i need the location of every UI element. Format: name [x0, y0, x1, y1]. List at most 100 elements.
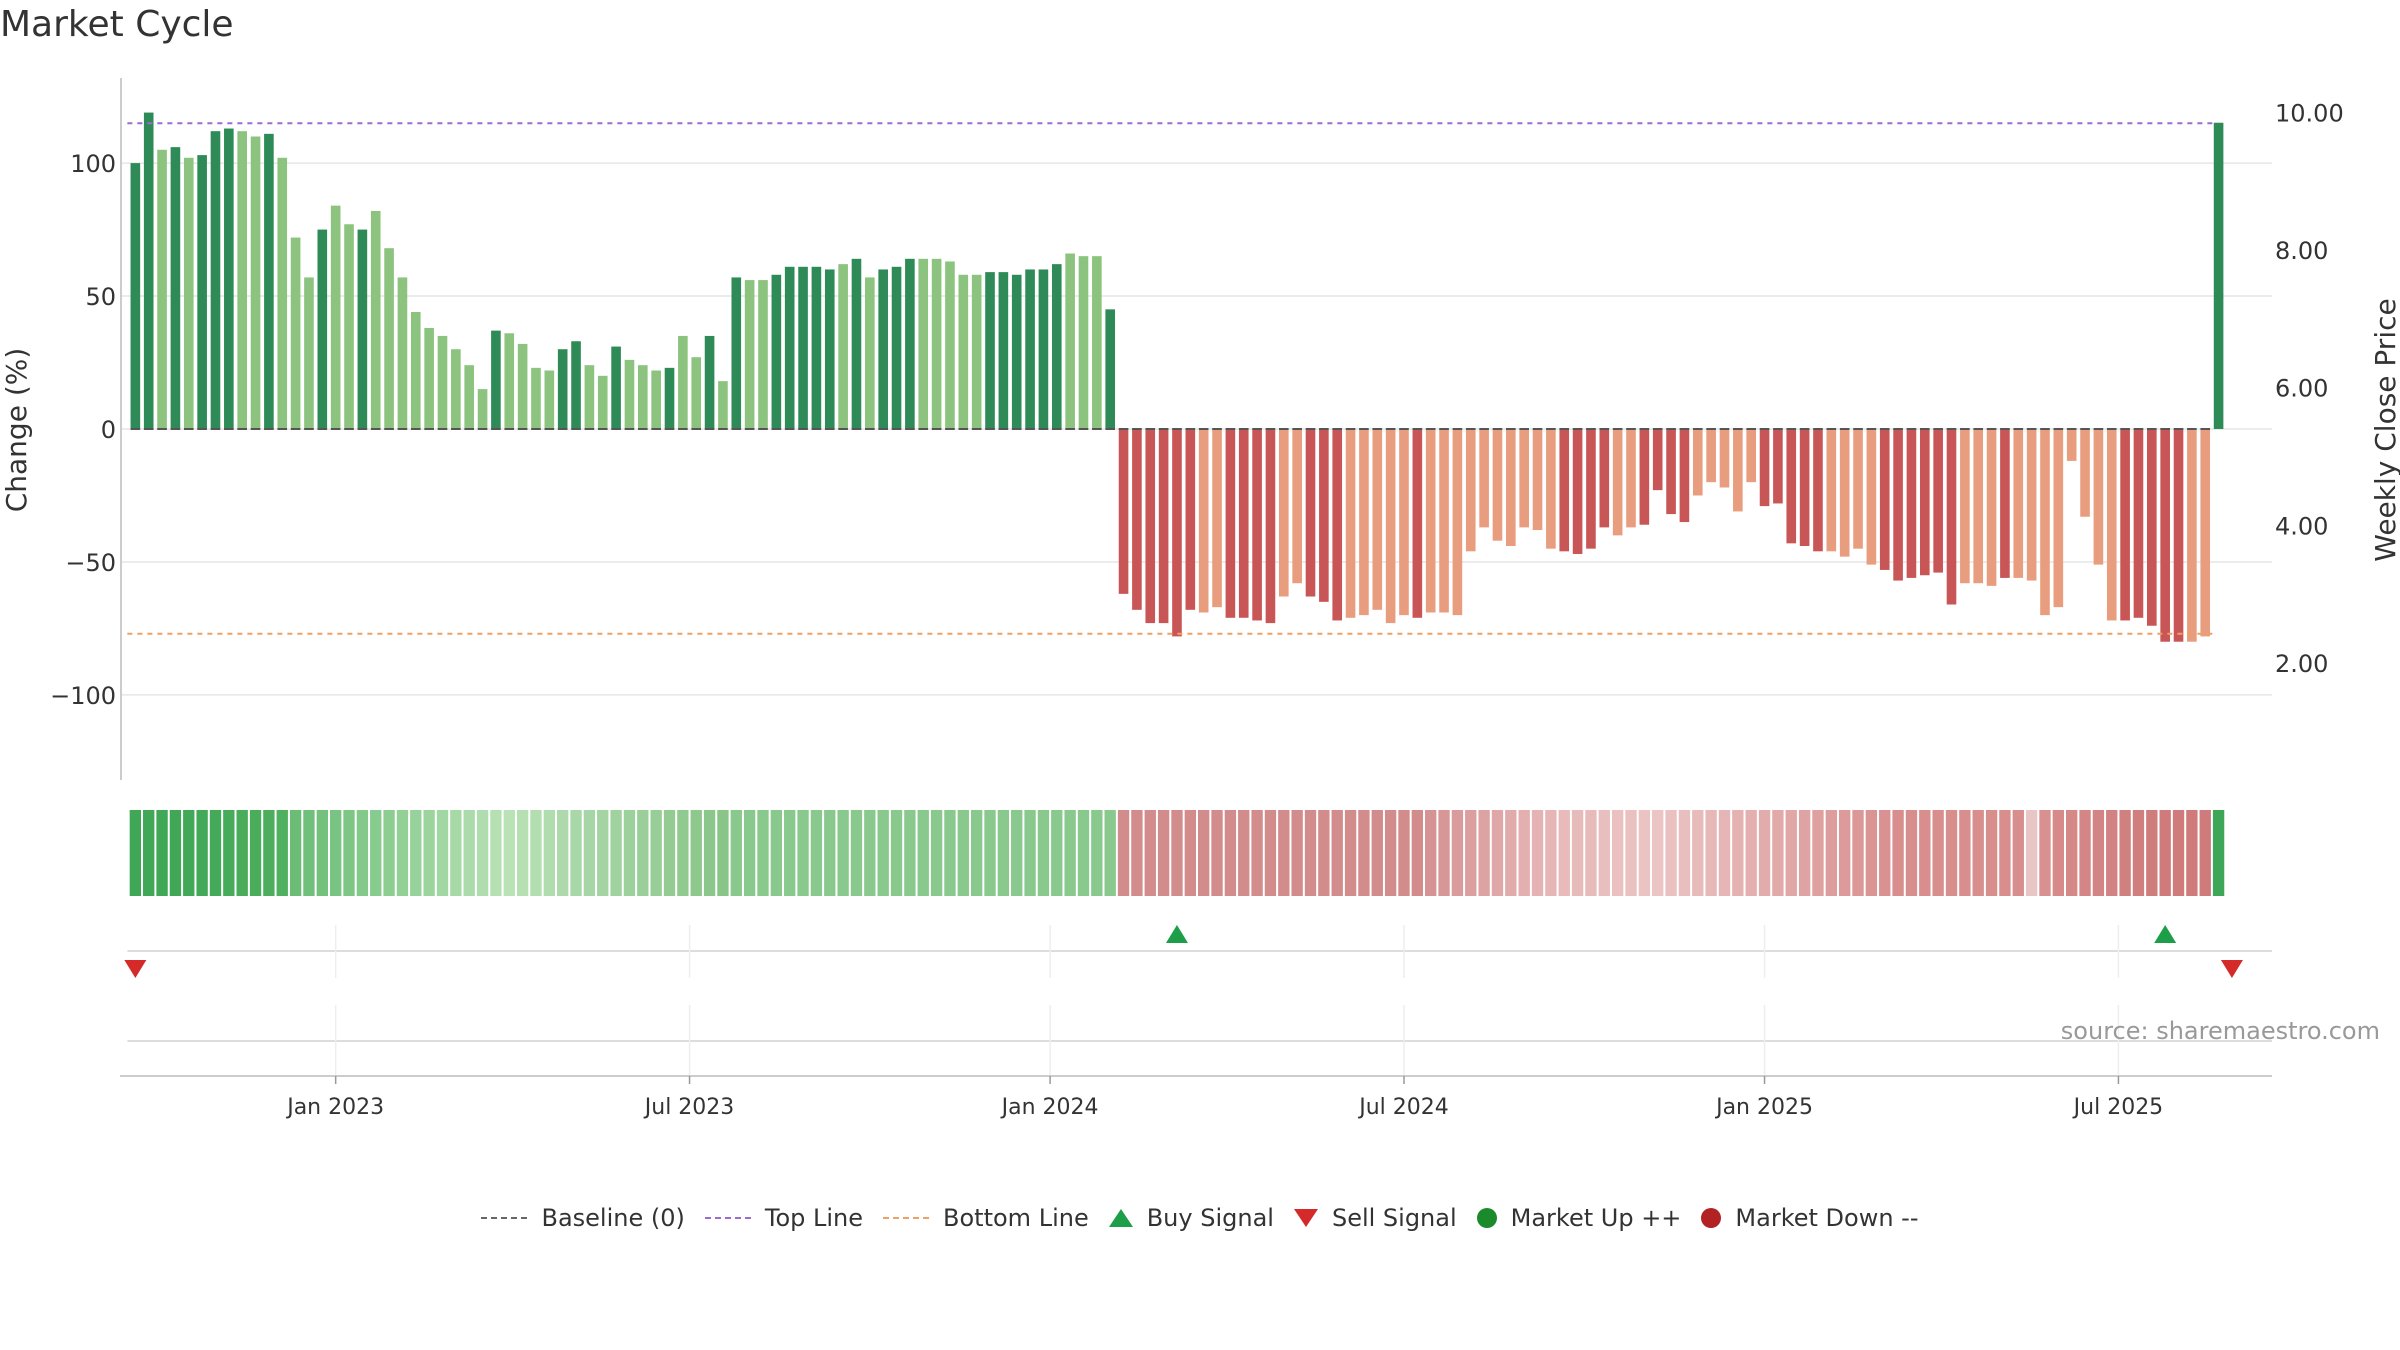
- bar: [1773, 429, 1783, 504]
- heat-cell: [1705, 810, 1717, 896]
- bar: [1412, 429, 1423, 618]
- heat-cell: [223, 810, 235, 896]
- heat-cell: [904, 810, 916, 896]
- heat-cell: [2119, 810, 2131, 896]
- heat-cell: [784, 810, 796, 896]
- heat-cell: [236, 810, 248, 896]
- bar: [1786, 429, 1797, 544]
- heat-cell: [1304, 810, 1317, 896]
- heat-cell: [1678, 810, 1691, 896]
- heat-cell: [263, 810, 275, 896]
- bar: [1813, 429, 1823, 552]
- heat-cell: [917, 810, 929, 896]
- legend: Baseline (0) Top Line Bottom Line Buy Signa…: [0, 1204, 2400, 1232]
- x-tick-label: Jul 2023: [643, 1095, 735, 1120]
- heat-cell: [1919, 810, 1931, 896]
- bar: [1706, 429, 1716, 483]
- bar: [370, 210, 381, 429]
- heat-cell: [2052, 810, 2065, 896]
- legend-item-buy[interactable]: Buy Signal: [1108, 1204, 1274, 1232]
- bar: [384, 248, 394, 429]
- legend-item-down[interactable]: Market Down --: [1701, 1204, 1919, 1232]
- legend-label: Buy Signal: [1146, 1204, 1274, 1232]
- legend-item-sell[interactable]: Sell Signal: [1293, 1204, 1457, 1232]
- bar: [1065, 253, 1075, 429]
- legend-item-baseline[interactable]: Baseline (0): [481, 1204, 685, 1232]
- bar: [718, 381, 728, 429]
- sell-signal-marker: [124, 960, 147, 978]
- bar: [1599, 429, 1610, 528]
- heat-cell: [1478, 810, 1490, 896]
- bar: [1826, 429, 1837, 552]
- heat-cell: [1291, 810, 1303, 896]
- heat-cell: [824, 810, 836, 896]
- heat-cell: [1625, 810, 1637, 896]
- legend-item-bottom[interactable]: Bottom Line: [883, 1204, 1089, 1232]
- heat-cell: [356, 810, 369, 896]
- heat-cell: [383, 810, 395, 896]
- triangle-down-icon: [1293, 1209, 1318, 1227]
- bar: [1893, 429, 1903, 581]
- heat-cell: [1438, 810, 1450, 896]
- bar: [1679, 429, 1690, 523]
- buy-signal-marker: [2154, 925, 2177, 943]
- heat-cell: [837, 810, 849, 896]
- bar: [130, 163, 141, 429]
- bar: [1305, 429, 1316, 597]
- heat-cell: [1278, 810, 1290, 896]
- bar: [1118, 429, 1129, 594]
- heat-cell: [1879, 810, 1891, 896]
- bar: [1666, 429, 1676, 515]
- heat-cell: [1852, 810, 1864, 896]
- heat-cell: [1932, 810, 1944, 896]
- legend-item-up[interactable]: Market Up ++: [1476, 1204, 1682, 1232]
- x-tick-label: Jan 2023: [285, 1095, 384, 1120]
- legend-item-top[interactable]: Top Line: [704, 1204, 863, 1232]
- heat-cell: [1798, 810, 1811, 896]
- heat-cell: [1198, 810, 1210, 896]
- bar: [504, 333, 515, 429]
- bar: [1479, 429, 1489, 528]
- bar: [2066, 429, 2077, 461]
- heat-cell: [129, 810, 142, 896]
- heat-cell: [557, 810, 569, 896]
- bar: [971, 274, 982, 429]
- legend-label: Market Up ++: [1510, 1204, 1682, 1232]
- bar: [1519, 429, 1529, 528]
- bar: [838, 264, 848, 429]
- heat-cell: [1665, 810, 1677, 896]
- heat-cell: [2066, 810, 2078, 896]
- y2-tick-label: 8.00: [2275, 237, 2328, 265]
- heat-cell: [543, 810, 556, 896]
- heat-cell: [1865, 810, 1878, 896]
- bar: [1586, 429, 1596, 549]
- heat-cell: [1652, 810, 1664, 896]
- heat-cell: [610, 810, 622, 896]
- heat-cell: [1104, 810, 1116, 896]
- heat-cell: [1905, 810, 1918, 896]
- heat-cell: [1224, 810, 1237, 896]
- bar: [317, 229, 328, 429]
- heat-cell: [637, 810, 649, 896]
- bar: [2026, 429, 2037, 581]
- bar: [624, 359, 635, 429]
- bar: [811, 266, 822, 429]
- bar: [1158, 429, 1169, 624]
- heat-cell: [797, 810, 809, 896]
- heat-cell: [423, 810, 435, 896]
- heat-cell: [1945, 810, 1958, 896]
- dotted-line-icon: [883, 1217, 930, 1219]
- x-tick-label: Jan 2025: [1714, 1095, 1813, 1120]
- bar: [731, 277, 742, 429]
- heat-cell: [1745, 810, 1757, 896]
- legend-label: Sell Signal: [1331, 1204, 1457, 1232]
- bar: [1853, 429, 1863, 549]
- bar: [1933, 429, 1943, 573]
- heat-cell: [730, 810, 742, 896]
- bar: [1212, 429, 1222, 608]
- bar: [491, 330, 501, 429]
- heat-cell: [2079, 810, 2091, 896]
- bar: [1546, 429, 1556, 549]
- heat-cell: [1077, 810, 1090, 896]
